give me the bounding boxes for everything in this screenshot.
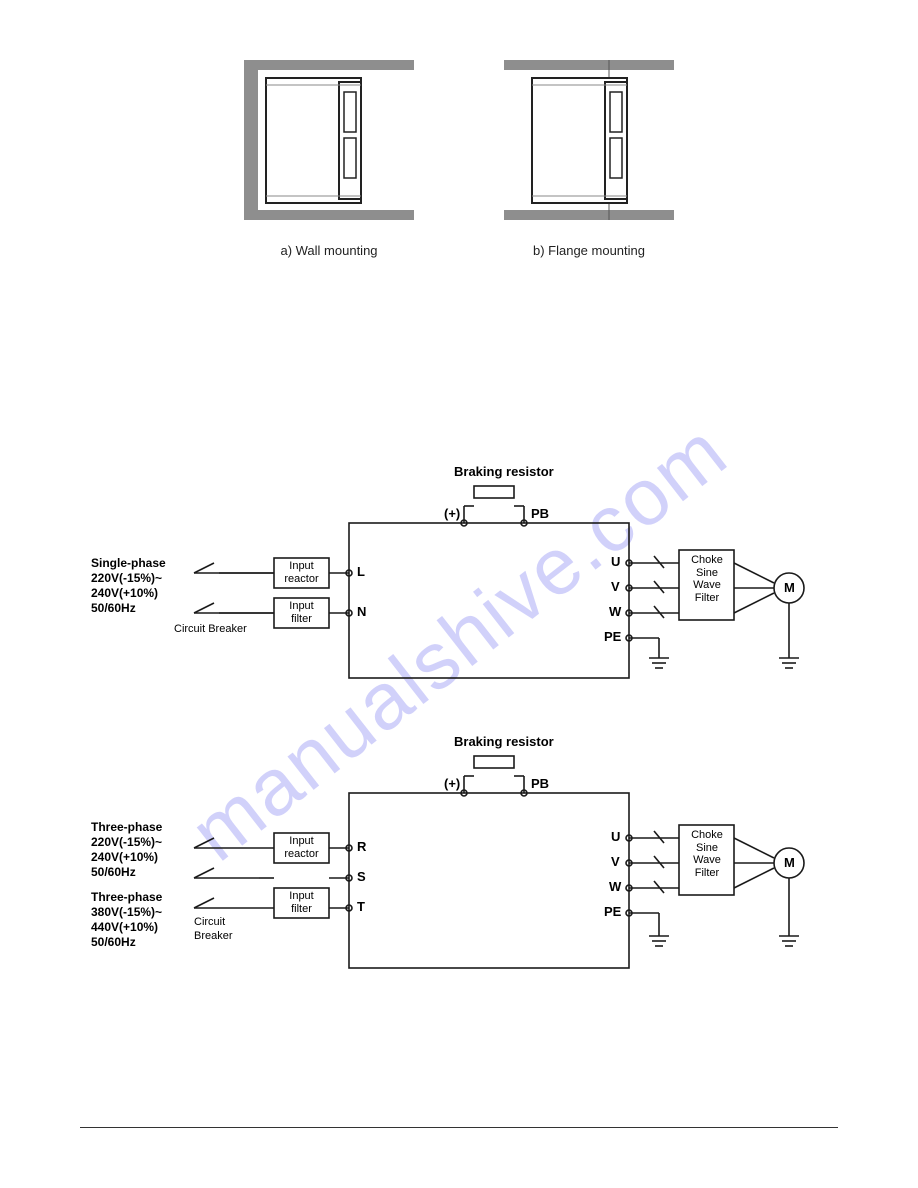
term-l: L xyxy=(357,564,365,579)
term-u-3p: U xyxy=(611,829,620,844)
term-t: T xyxy=(357,899,365,914)
motor-3p: M xyxy=(784,855,795,870)
term-u: U xyxy=(611,554,620,569)
term-s: S xyxy=(357,869,366,884)
single-phase-diagram: Braking resistor xyxy=(99,468,819,698)
three-phase-supply-a: Three-phase 220V(-15%)~ 240V(+10%) 50/60… xyxy=(91,820,162,880)
term-v-3p: V xyxy=(611,854,620,869)
term-pb: PB xyxy=(531,506,549,521)
term-pb-3p: PB xyxy=(531,776,549,791)
term-plus-3p: (+) xyxy=(444,776,460,791)
term-n: N xyxy=(357,604,366,619)
circuit-breaker-3p: Circuit Breaker xyxy=(194,916,233,944)
footer-rule xyxy=(80,1127,838,1128)
term-pe-3p: PE xyxy=(604,904,621,919)
flange-mounting-figure: b) Flange mounting xyxy=(504,60,674,258)
flange-mounting-caption: b) Flange mounting xyxy=(504,243,674,258)
three-phase-supply-b: Three-phase 380V(-15%)~ 440V(+10%) 50/60… xyxy=(91,890,162,950)
braking-resistor-label: Braking resistor xyxy=(454,464,554,479)
choke-3p: Choke Sine Wave Filter xyxy=(683,829,731,880)
input-reactor-3p: Input reactor xyxy=(279,835,324,860)
braking-resistor-label-3p: Braking resistor xyxy=(454,734,554,749)
motor-label: M xyxy=(784,580,795,595)
input-filter-3p: Input filter xyxy=(279,890,324,915)
three-phase-diagram: Braking resistor xyxy=(99,738,819,998)
term-pe: PE xyxy=(604,629,621,644)
choke-label: Choke Sine Wave Filter xyxy=(683,554,731,605)
term-w: W xyxy=(609,604,621,619)
input-filter-label: Input filter xyxy=(279,600,324,625)
term-v: V xyxy=(611,579,620,594)
single-phase-supply: Single-phase 220V(-15%)~ 240V(+10%) 50/6… xyxy=(91,556,166,616)
wall-mounting-svg xyxy=(244,60,414,230)
wall-mounting-caption: a) Wall mounting xyxy=(244,243,414,258)
term-w-3p: W xyxy=(609,879,621,894)
term-r: R xyxy=(357,839,366,854)
wall-mounting-figure: a) Wall mounting xyxy=(244,60,414,258)
term-plus: (+) xyxy=(444,506,460,521)
flange-mounting-svg xyxy=(504,60,674,230)
input-reactor-label: Input reactor xyxy=(279,560,324,585)
circuit-breaker-label: Circuit Breaker xyxy=(174,623,247,637)
mounting-figures: a) Wall mounting b) Flange mounting xyxy=(80,60,838,258)
